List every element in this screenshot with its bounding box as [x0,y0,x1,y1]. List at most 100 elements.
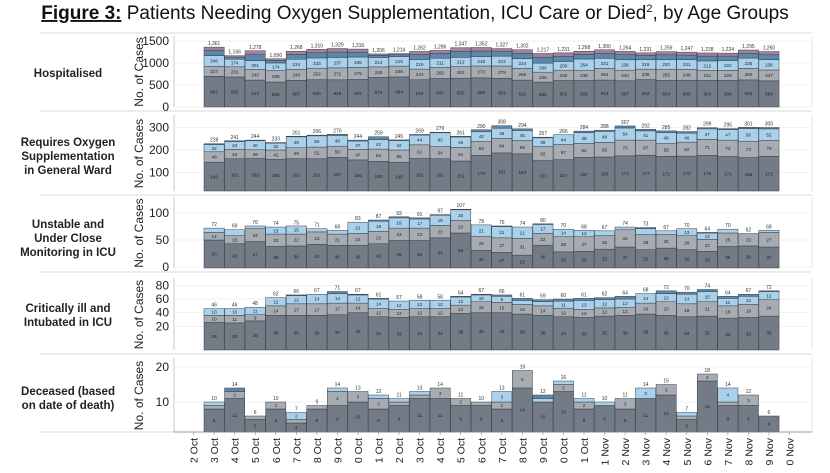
bar-segment [327,387,348,392]
total-label: 107 [457,203,466,209]
x-tick-label: 1 Oct [374,438,386,463]
bar-segment [512,128,533,131]
segment-label: 250 [436,71,444,76]
bar-segment [450,51,472,58]
segment-label: 264 [601,72,609,77]
segment-label: 17 [314,307,320,312]
x-tick-label: 0 Oct [353,438,365,463]
segment-label: 216 [477,59,485,64]
segment-label: 620 [313,91,321,96]
bar-stack: 161 54 62 279 [429,126,451,192]
segment-label: 28 [561,258,567,263]
segment-label: 228 [724,73,732,78]
segment-label: 25 [232,334,238,339]
bar-segment [450,398,472,406]
bar-segment [738,293,759,297]
x-axis: 2 Oct 3 Oct 4 Oct 5 Oct 6 Oct 7 Oct 8 Oct 9 Oct… [174,431,812,465]
bar-stack: 11 3 14 [635,382,656,433]
segment-label: 25 [664,239,670,244]
total-label: 68 [581,224,587,230]
total-label: 7 [295,407,298,413]
bar-stack: 167 62 48 284 [573,125,595,192]
total-label: 12 [746,389,752,395]
total-label: 1,329 [331,43,344,49]
segment-label: 59 [520,145,526,150]
segment-label: 262 [313,72,321,77]
bar-segment [512,52,533,59]
bar-segment [738,49,759,54]
segment-label: 3 [747,398,750,403]
segment-label: 39 [746,255,752,260]
segment-label: 4 [295,425,298,430]
bar-segment [614,54,636,61]
segment-label: 42 [232,152,238,157]
bar-stack: 34 12 11 60 [553,293,574,351]
x-tick-label: 0 Oct [558,438,570,463]
bar-stack: 34 12 12 58 [409,294,430,351]
bar-stack: 36 12 12 64 [614,290,636,351]
total-label: 61 [376,292,382,298]
segment-label: 40 [253,143,259,148]
total-label: 257 [539,131,548,137]
segment-label: 5 [254,423,257,428]
x-tick-label: 5 Oct [250,438,262,463]
segment-label: 14 [355,306,361,311]
row-label-line: Monitoring in ICU [20,247,116,259]
segment-label: 619 [416,91,424,96]
bar-stack: 36 17 12 66 [285,289,307,351]
total-label: 300 [765,122,774,128]
total-label: 285 [662,125,671,131]
total-label: 62 [602,292,608,298]
bar-stack: 28 28 14 70 [553,223,574,269]
segment-label: 39 [294,255,300,260]
segment-label: 8 [501,418,504,423]
segment-label: 47 [253,253,259,258]
segment-label: 17 [540,227,546,232]
bar-stack: 11 13 [409,386,430,433]
bar-stack: 161 42 34 241 [224,135,246,192]
y-tick-label: 500 [149,78,169,92]
bar-segment [409,217,430,220]
bar-stack: 8 10 [203,396,225,433]
segment-label: 275 [354,71,362,76]
bar-stack: 39 23 62 [738,228,759,269]
bar-stack: 167 50 48 270 [327,128,348,192]
segment-label: 43 [232,254,238,259]
total-label: 46 [232,303,238,309]
bar-segment [676,291,698,295]
bar-stack: 37 32 74 [614,221,636,269]
segment-label: 40 [479,329,485,334]
segment-label: 12 [355,297,361,302]
bar-segment [470,47,492,52]
y-tick-label: 0 [162,260,169,274]
segment-label: 214 [375,60,383,65]
bar-segment [409,54,430,60]
total-label: 1,268 [578,45,591,51]
segment-label: 23 [376,235,382,240]
bar-stack: 49 23 19 93 [388,211,410,269]
segment-label: 29 [705,257,711,262]
bar-segment [491,48,513,52]
segment-label: 11 [232,317,237,322]
bar-segment [717,228,739,234]
bar-segment [655,51,677,56]
segment-label: 36 [623,330,629,335]
segment-label: 33 [581,331,587,336]
total-label: 13 [355,386,361,392]
segment-label: 23 [417,232,423,237]
bar-segment [470,50,492,57]
bar-stack: 40 15 9 66 [491,289,513,351]
bar-segment [388,398,410,403]
segment-label: 33 [396,331,402,336]
bar-segment [470,293,492,296]
bar-segment [388,401,410,406]
segment-label: 12 [438,302,444,307]
segment-label: 9 [336,416,339,421]
bar-stack: 655 262 212 1,347 [450,42,472,108]
segment-label: 54 [438,150,444,155]
bar-segment [409,391,430,396]
total-label: 59 [540,294,546,300]
total-label: 14 [643,382,649,388]
bar-segment [512,300,533,305]
bar-stack: 36 17 14 67 [306,288,328,351]
